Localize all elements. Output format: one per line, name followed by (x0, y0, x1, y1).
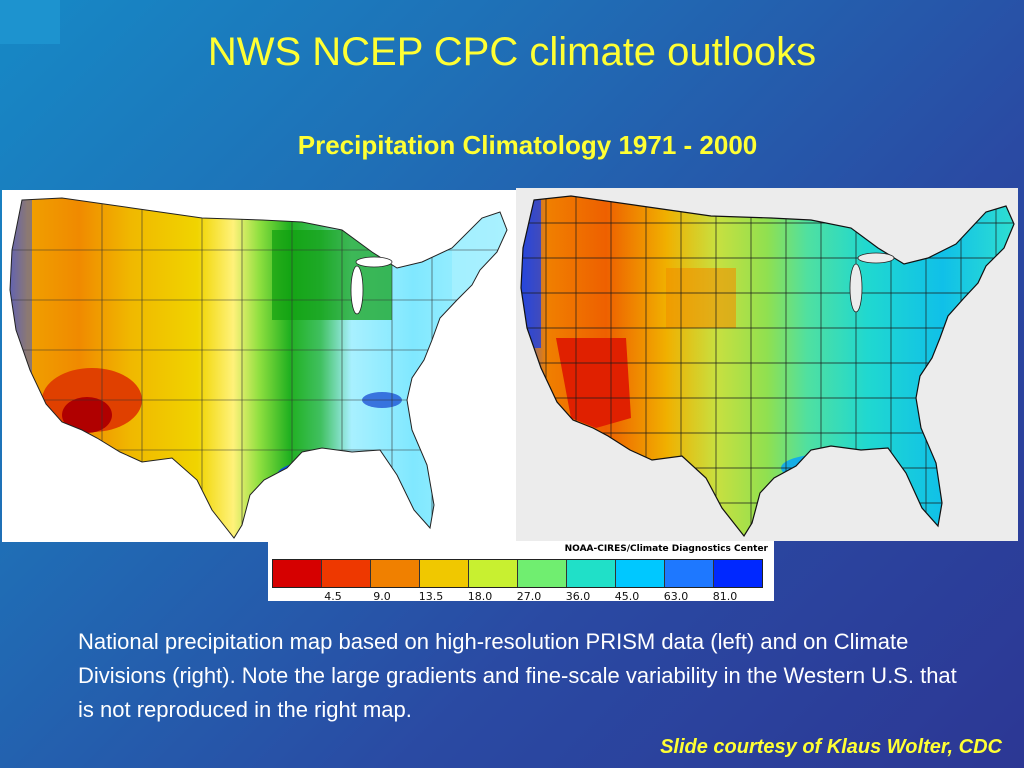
legend-swatch (469, 560, 518, 587)
legend-tick-label: 63.0 (663, 590, 689, 603)
division-map-graphic (520, 195, 1015, 538)
prism-precipitation-map (2, 190, 516, 542)
legend-swatch (420, 560, 469, 587)
slide-credit: Slide courtesy of Klaus Wolter, CDC (660, 736, 1002, 758)
legend-tick-label: 36.0 (565, 590, 591, 603)
legend-swatch (273, 560, 322, 587)
legend-tick-label: 27.0 (516, 590, 542, 603)
legend-tick-label: 45.0 (614, 590, 640, 603)
prism-map-graphic (9, 197, 508, 539)
legend-ticks: 4.5 9.0 13.5 18.0 27.0 36.0 45.0 63.0 81.0 (272, 590, 768, 603)
legend-swatch (567, 560, 616, 587)
slide-title: NWS NCEP CPC climate outlooks (207, 30, 817, 74)
climate-division-precipitation-map (516, 188, 1018, 541)
precipitation-legend: NOAA-CIRES/Climate Diagnostics Center 4.… (268, 541, 774, 603)
slide-caption: National precipitation map based on high… (78, 629, 957, 722)
legend-tick-label: 18.0 (467, 590, 493, 603)
legend-swatch (322, 560, 371, 587)
legend-source-label: NOAA-CIRES/Climate Diagnostics Center (564, 544, 768, 554)
corner-decoration (0, 0, 60, 44)
legend-swatch (616, 560, 665, 587)
legend-tick-label: 9.0 (373, 590, 391, 603)
legend-tick-label: 13.5 (418, 590, 444, 603)
legend-swatch (371, 560, 420, 587)
legend-swatch (714, 560, 762, 587)
legend-tick-label: 4.5 (324, 590, 342, 603)
legend-swatches (272, 559, 763, 588)
legend-swatch (518, 560, 567, 587)
slide-subtitle: Precipitation Climatology 1971 - 2000 (297, 130, 758, 160)
legend-tick-label: 81.0 (712, 590, 738, 603)
legend-swatch (665, 560, 714, 587)
